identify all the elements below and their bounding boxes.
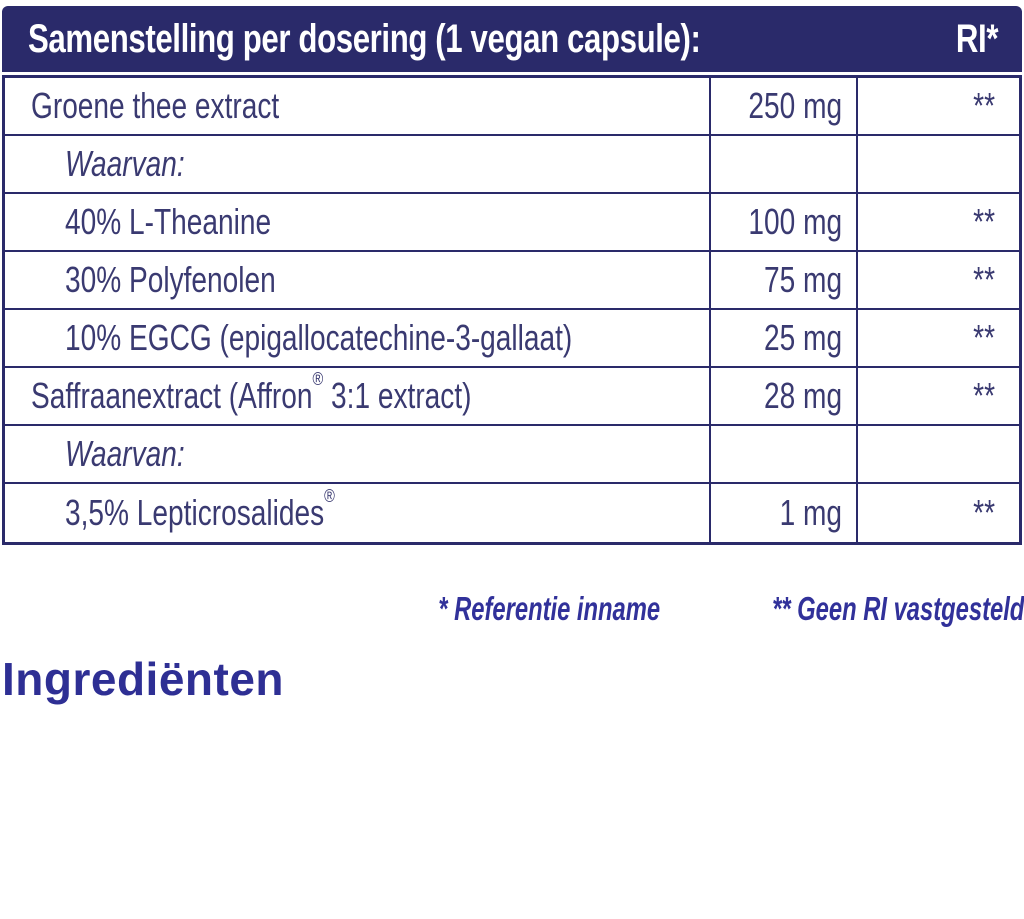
ingredient-name-cell: 10% EGCG (epigallocatechine-3-gallaat) xyxy=(65,317,573,358)
ri-cell: ** xyxy=(973,85,995,126)
ingredient-name-cell: 3,5% Lepticrosalides® xyxy=(65,485,335,533)
ri-cell xyxy=(858,136,1019,192)
registered-trademark-symbol: ® xyxy=(324,485,335,507)
amount-cell xyxy=(709,426,858,482)
ingredients-heading: Ingrediënten xyxy=(2,653,285,705)
ri-cell: ** xyxy=(973,201,995,242)
composition-table: Groene thee extract 250 mg ** Waarvan: 40% L… xyxy=(2,75,1022,545)
footnote-reference-intake: * Referentie inname xyxy=(437,590,660,627)
table-row: Waarvan: xyxy=(5,426,1019,484)
table-row: 30% Polyfenolen 75 mg ** xyxy=(5,252,1019,310)
composition-table-title: Samenstelling per dosering (1 vegan caps… xyxy=(28,16,701,61)
table-row: 3,5% Lepticrosalides® 1 mg ** xyxy=(5,484,1019,542)
composition-table-header: Samenstelling per dosering (1 vegan caps… xyxy=(2,6,1022,72)
ingredient-name-cell: 40% L-Theanine xyxy=(65,201,272,242)
registered-trademark-symbol: ® xyxy=(312,368,324,390)
amount-cell: 1 mg xyxy=(709,484,858,542)
amount-cell xyxy=(709,136,858,192)
ingredient-name-cell: Waarvan: xyxy=(65,433,185,474)
ri-cell: ** xyxy=(973,375,995,416)
ingredient-name-cell: Saffraanextract (Affron® 3:1 extract) xyxy=(31,368,472,416)
amount-cell: 100 mg xyxy=(709,194,858,250)
table-footnote: * Referentie inname ** Geen RI vastgeste… xyxy=(352,590,1024,628)
ri-cell: ** xyxy=(973,259,995,300)
amount-cell: 25 mg xyxy=(709,310,858,366)
ri-cell xyxy=(858,426,1019,482)
table-row: Waarvan: xyxy=(5,136,1019,194)
table-row: Groene thee extract 250 mg ** xyxy=(5,78,1019,136)
ri-column-header: RI* xyxy=(955,16,999,61)
amount-cell: 28 mg xyxy=(709,368,858,424)
table-row: 40% L-Theanine 100 mg ** xyxy=(5,194,1019,252)
table-row: 10% EGCG (epigallocatechine-3-gallaat) 25… xyxy=(5,310,1019,368)
table-row: Saffraanextract (Affron® 3:1 extract) 28 … xyxy=(5,368,1019,426)
ingredient-name-cell: 30% Polyfenolen xyxy=(65,259,276,300)
ri-cell: ** xyxy=(973,317,995,358)
ingredient-name-cell: Groene thee extract xyxy=(31,85,280,126)
ingredient-name-cell: Waarvan: xyxy=(65,143,185,184)
amount-cell: 75 mg xyxy=(709,252,858,308)
amount-cell: 250 mg xyxy=(709,78,858,134)
ri-cell: ** xyxy=(973,492,995,533)
footnote-no-ri: ** Geen RI vastgesteld xyxy=(771,590,1024,627)
